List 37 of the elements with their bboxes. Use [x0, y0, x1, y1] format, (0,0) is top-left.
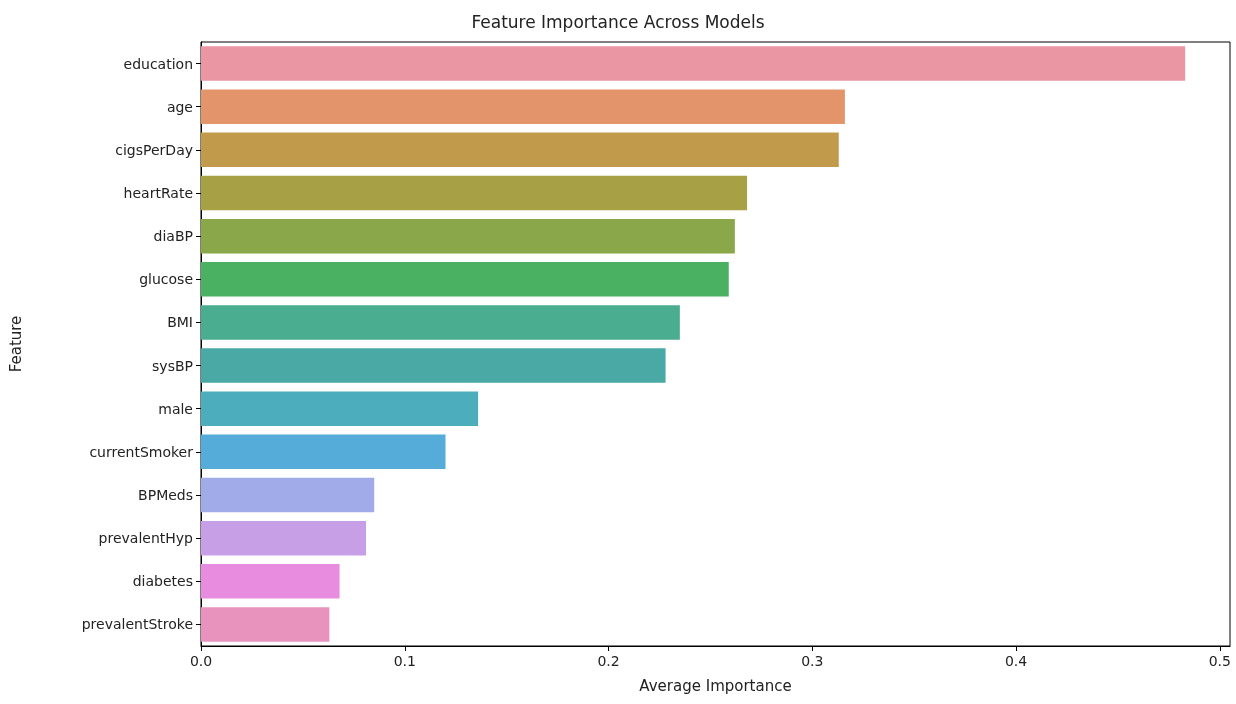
y-tick-label: glucose: [139, 271, 193, 288]
bar: [201, 477, 375, 513]
bar: [201, 391, 479, 426]
x-axis-title: Average Importance: [639, 676, 792, 695]
bar: [201, 434, 446, 470]
x-tick-label: 0.2: [597, 653, 620, 669]
bar: [201, 262, 729, 297]
bar: [201, 305, 680, 340]
y-tick-label: age: [166, 98, 193, 115]
y-tick-label: education: [123, 55, 193, 72]
x-tick-label: 0.0: [189, 653, 213, 669]
bar: [201, 218, 735, 254]
y-tick-label: currentSmoker: [89, 443, 194, 460]
y-tick-label: prevalentHyp: [98, 530, 194, 547]
y-tick-label: male: [158, 400, 193, 417]
bar: [201, 348, 666, 383]
y-tick-label: BPMeds: [138, 487, 193, 503]
chart-title: Feature Importance Across Models: [471, 11, 765, 32]
y-tick-label: diaBP: [153, 228, 193, 245]
x-tick-label: 0.5: [1208, 653, 1231, 669]
bar: [201, 564, 340, 599]
y-axis-title: Feature: [6, 315, 25, 373]
x-tick-label: 0.4: [1004, 653, 1028, 669]
x-tick-label: 0.3: [801, 653, 824, 669]
bar: [201, 46, 1186, 81]
bar: [201, 607, 330, 642]
y-tick-label: diabetes: [132, 573, 193, 590]
y-tick-label: BMI: [167, 314, 193, 331]
bar: [201, 132, 839, 168]
y-tick-label: heartRate: [123, 185, 193, 201]
bar: [201, 175, 748, 211]
bar: [201, 89, 845, 124]
y-tick-label: cigsPerDay: [115, 141, 193, 158]
y-tick-label: prevalentStroke: [81, 616, 193, 633]
x-tick-label: 0.1: [393, 653, 416, 669]
y-tick-label: sysBP: [152, 357, 193, 374]
bar: [201, 520, 367, 556]
